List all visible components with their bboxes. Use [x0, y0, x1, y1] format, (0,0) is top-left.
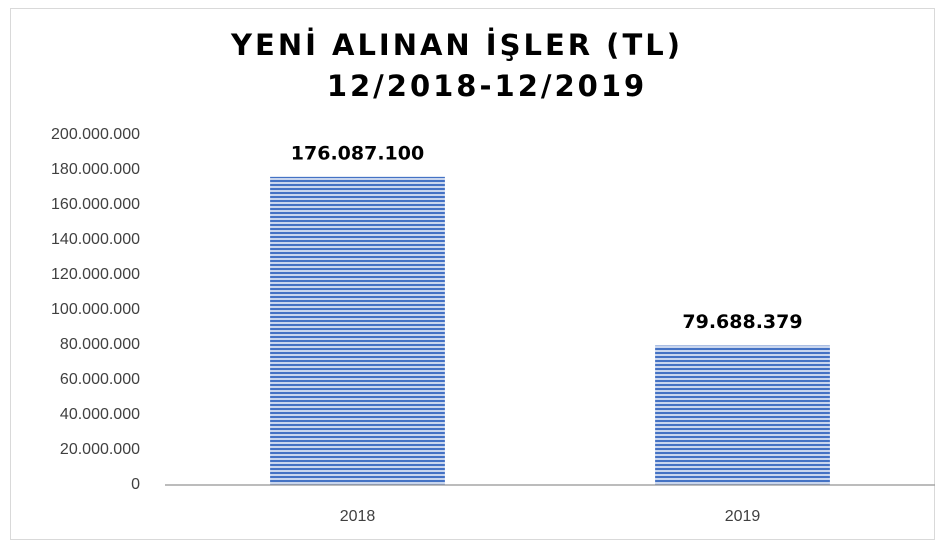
y-tick-label: 40.000.000 [60, 406, 140, 423]
y-tick-label: 160.000.000 [51, 196, 140, 213]
x-tick-label: 2018 [340, 508, 376, 525]
y-tick-label: 140.000.000 [51, 231, 140, 248]
data-label: 79.688.379 [682, 311, 802, 333]
y-tick-label: 120.000.000 [51, 266, 140, 283]
y-tick-label: 200.000.000 [51, 126, 140, 143]
y-tick-label: 80.000.000 [60, 336, 140, 353]
y-tick-label: 60.000.000 [60, 371, 140, 388]
bar [655, 345, 830, 485]
data-label: 176.087.100 [291, 142, 424, 164]
x-tick-label: 2019 [725, 508, 761, 525]
y-tick-label: 180.000.000 [51, 161, 140, 178]
y-tick-label: 0 [131, 476, 140, 493]
bar [270, 176, 445, 485]
chart-title: YENİ ALINAN İŞLER (TL) [230, 28, 683, 62]
chart-subtitle: 12/2018-12/2019 [327, 69, 647, 103]
y-tick-label: 20.000.000 [60, 441, 140, 458]
y-tick-label: 100.000.000 [51, 301, 140, 318]
